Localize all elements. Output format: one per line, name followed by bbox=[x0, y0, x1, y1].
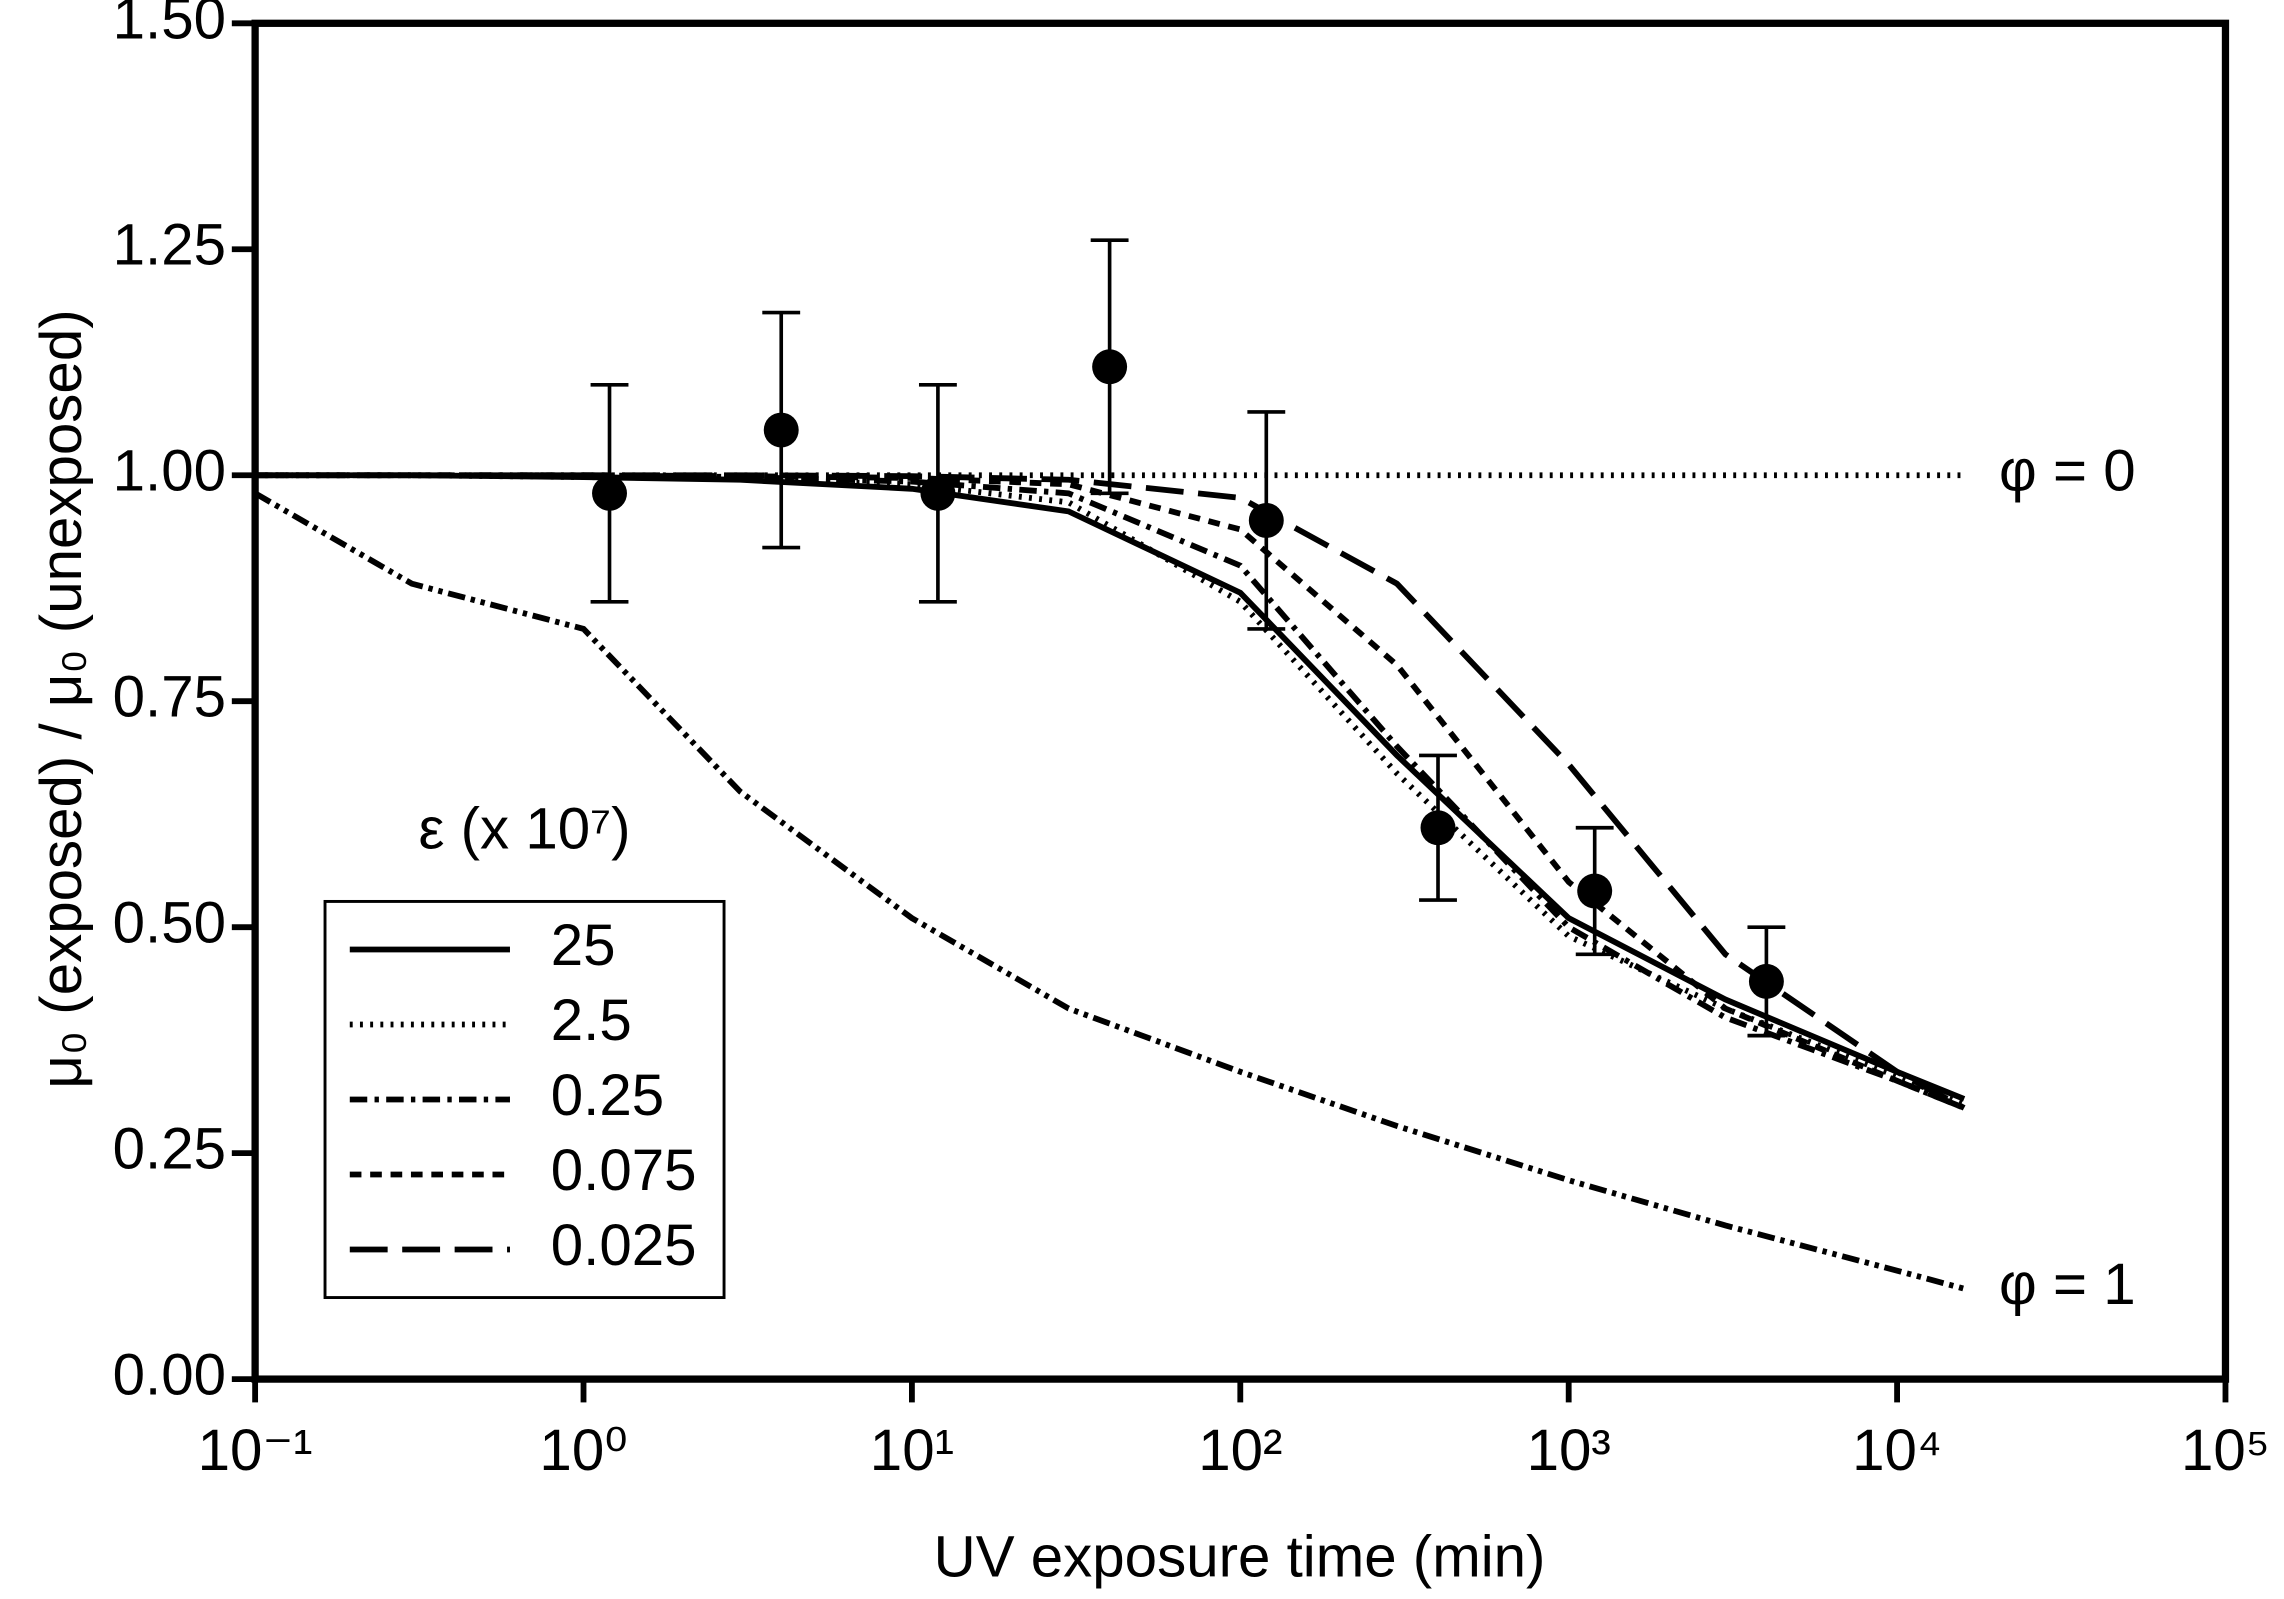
x-tick-label: 10⁵ bbox=[2181, 1418, 2270, 1483]
x-tick-label: 10⁰ bbox=[539, 1418, 627, 1483]
x-tick-label: 10² bbox=[1198, 1418, 1282, 1483]
y-tick-label: 0.75 bbox=[113, 665, 226, 730]
y-tick-label: 1.50 bbox=[113, 0, 226, 52]
x-tick-label: 10³ bbox=[1527, 1418, 1611, 1483]
data-point bbox=[1248, 502, 1284, 538]
legend-label: 2.5 bbox=[551, 988, 632, 1053]
y-tick-label: 0.00 bbox=[113, 1342, 226, 1407]
legend-label: 0.025 bbox=[551, 1213, 697, 1278]
data-point bbox=[920, 475, 956, 511]
x-tick-label: 10⁴ bbox=[1852, 1418, 1942, 1483]
y-tick-label: 0.25 bbox=[113, 1117, 226, 1182]
data-point bbox=[1092, 349, 1128, 385]
curve-annotation: φ = 1 bbox=[1999, 1252, 2136, 1317]
legend-title: ε (x 10⁷) bbox=[418, 796, 630, 861]
legend-label: 25 bbox=[551, 913, 616, 978]
y-tick-label: 1.00 bbox=[113, 439, 226, 504]
data-point bbox=[592, 475, 627, 511]
y-axis-label: μ₀ (exposed) / μ₀ (unexposed) bbox=[29, 309, 94, 1088]
data-point bbox=[1577, 873, 1613, 909]
x-axis-label: UV exposure time (min) bbox=[934, 1525, 1546, 1590]
x-tick-label: 10⁻¹ bbox=[198, 1418, 313, 1483]
legend-label: 0.075 bbox=[551, 1138, 697, 1203]
y-tick-label: 1.25 bbox=[113, 213, 226, 278]
data-point bbox=[1420, 810, 1456, 846]
data-point bbox=[1748, 963, 1784, 999]
curve-annotation: φ = 0 bbox=[1999, 439, 2136, 504]
y-tick-label: 0.50 bbox=[113, 891, 226, 956]
legend-label: 0.25 bbox=[551, 1063, 664, 1128]
data-point bbox=[763, 412, 799, 448]
series-line bbox=[255, 472, 1966, 1111]
x-tick-label: 10¹ bbox=[870, 1418, 954, 1483]
